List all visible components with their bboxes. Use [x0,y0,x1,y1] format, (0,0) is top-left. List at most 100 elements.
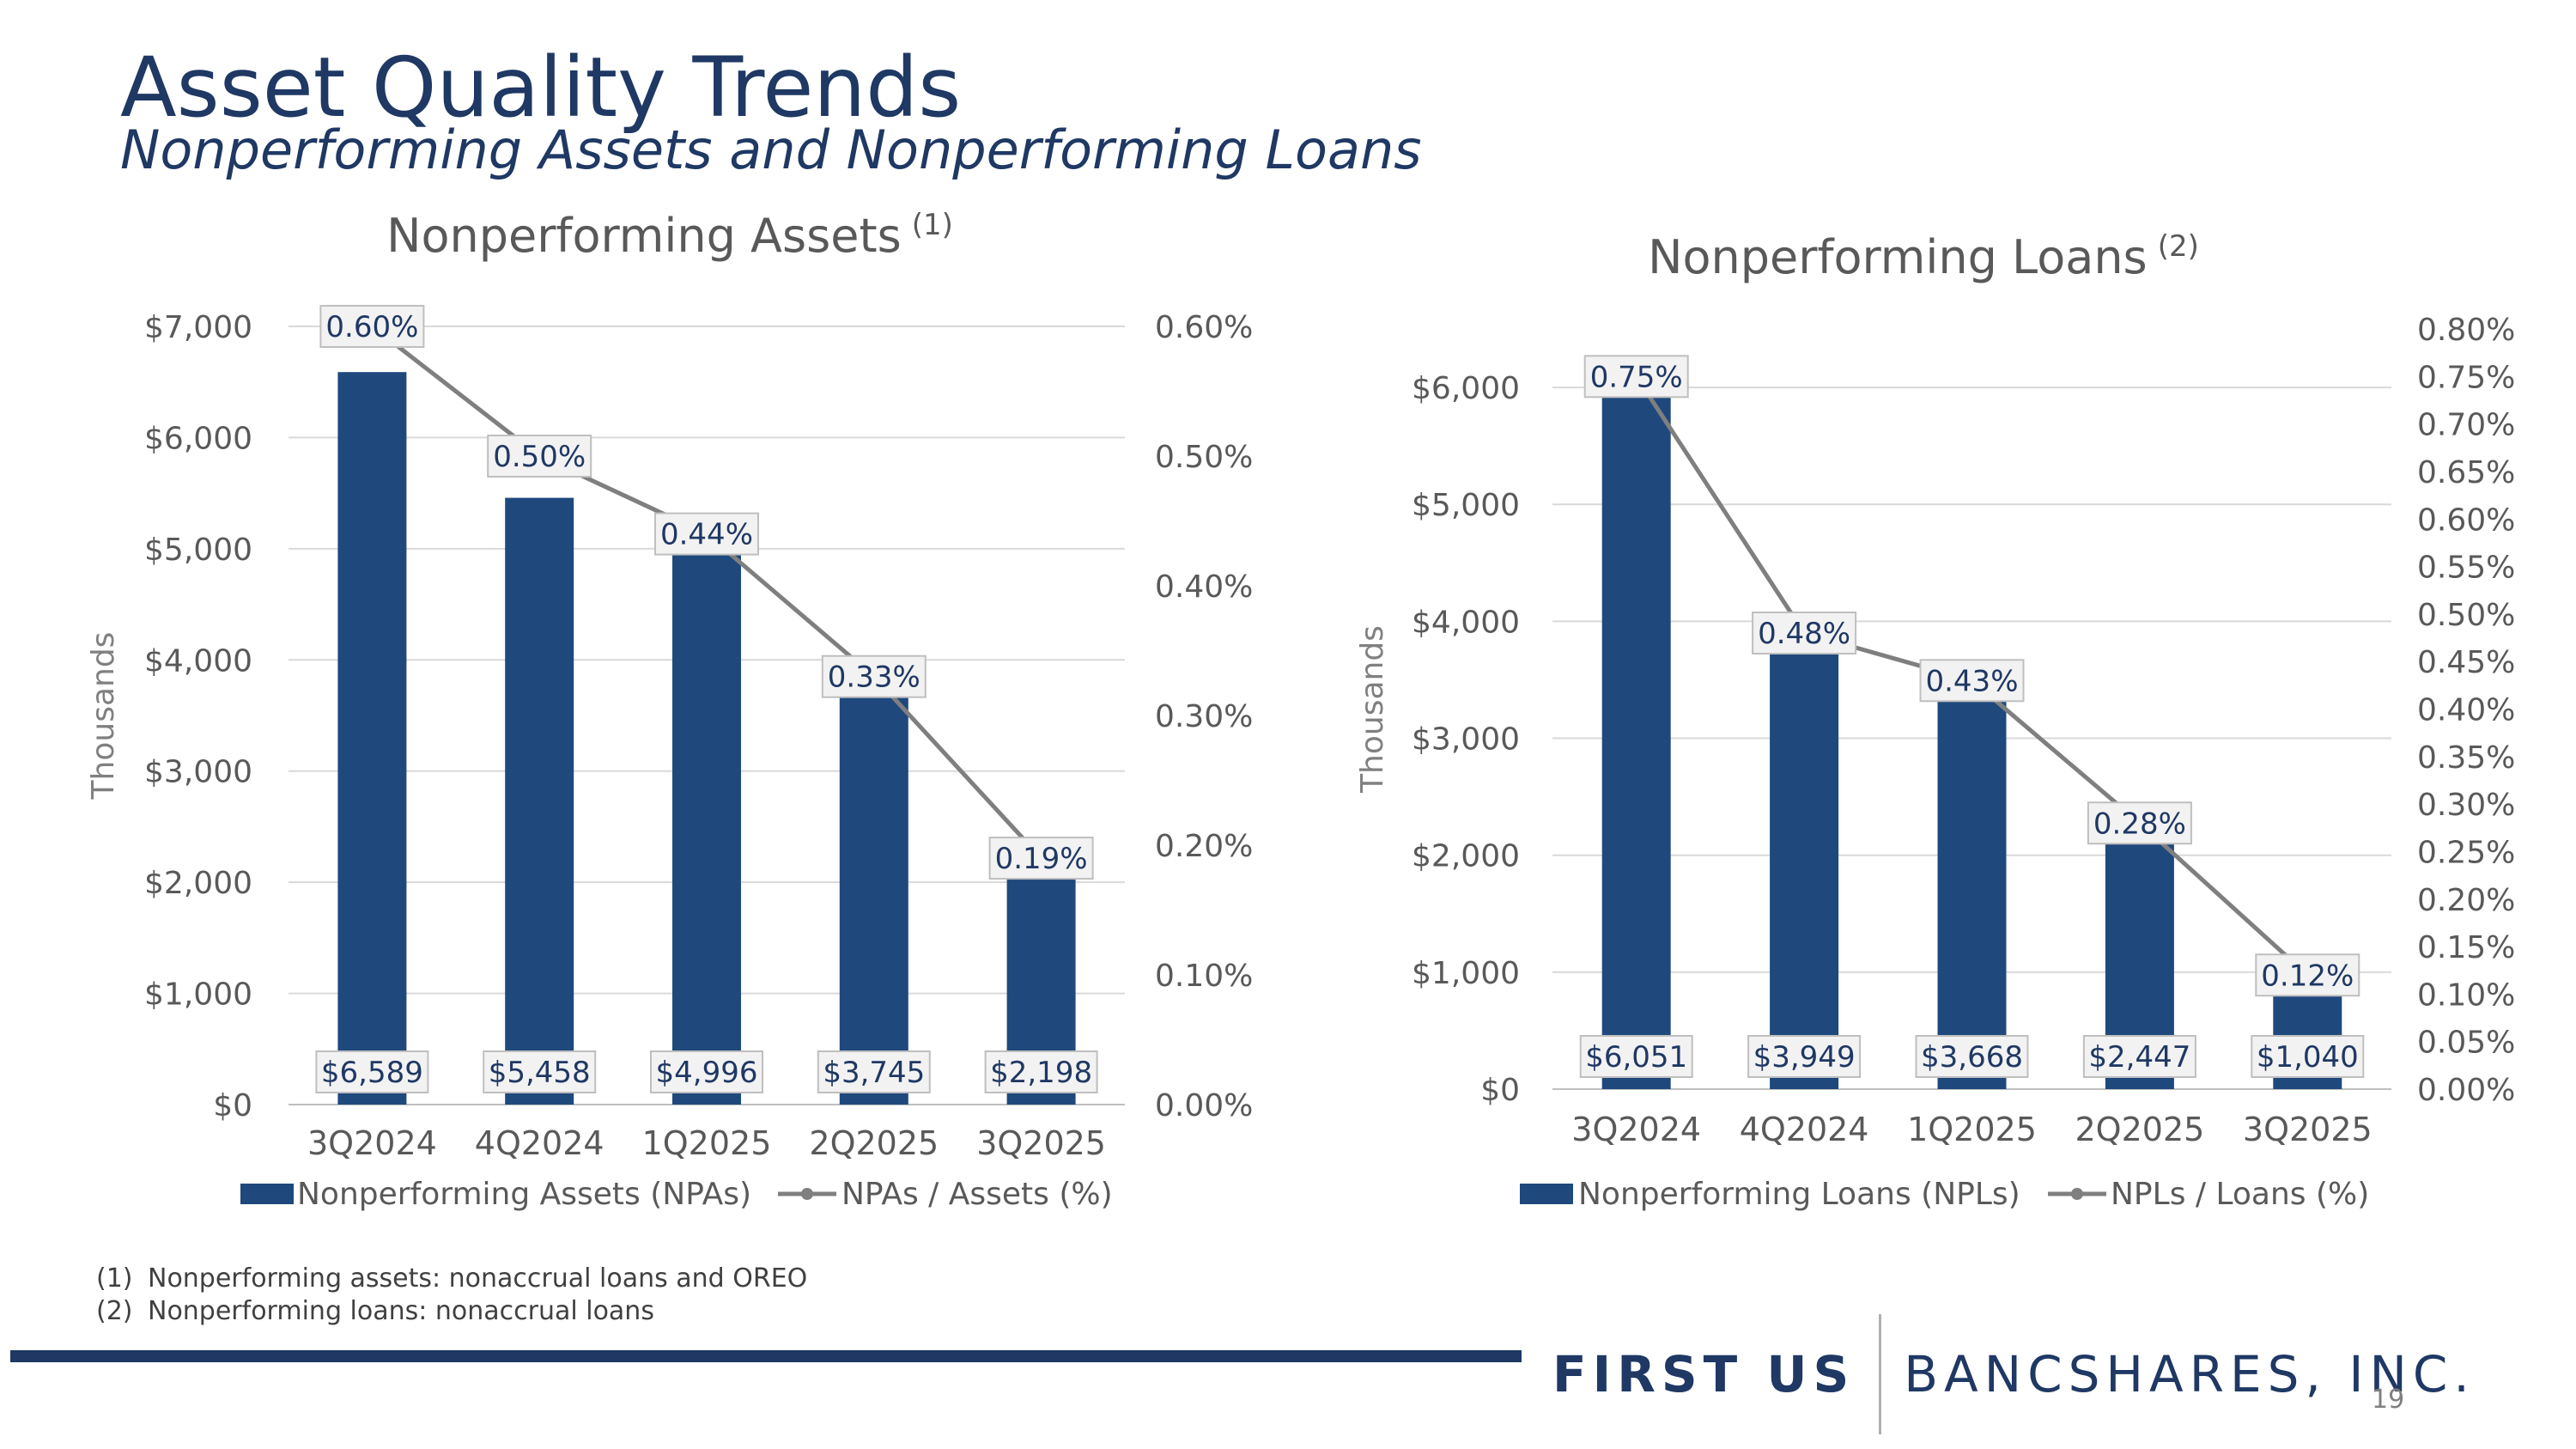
npa-ratio-value-label-box [319,305,425,348]
npl-y2-tick-label: 0.60% [2417,502,2515,538]
npl-y2-tick-label: 0.30% [2417,788,2515,823]
npa-y2-tick-label: 0.10% [1155,959,1253,994]
npl-y-tick-label: $4,000 [1412,605,1520,640]
npa-y-tick-label: $5,000 [144,533,252,568]
npa-ratio-value-label-box [654,512,759,556]
npa-ratio-value-label-box [988,837,1094,880]
npl-bar-value-label-box [2251,1035,2365,1078]
footnotes: (1) Nonperforming assets: nonaccrual loan… [96,1263,807,1328]
npa-bar-value-label-box [650,1050,763,1093]
npa-ratio-value-label: 0.19% [995,842,1088,876]
footnote-2-text: Nonperforming loans: nonaccrual loans [148,1296,654,1326]
npa-bar [337,372,407,1105]
footnote-1-text: Nonperforming assets: nonaccrual loans a… [148,1263,808,1294]
npl-bar-value-label-box [2082,1035,2196,1078]
npl-category-label: 3Q2024 [1571,1111,1701,1148]
npl-ratio-value-label: 0.75% [1590,360,1683,394]
npl-bar-value-label: $3,668 [1921,1040,2023,1075]
npa-y2-tick-label: 0.40% [1155,569,1253,605]
npa-ratio-value-label: 0.44% [660,518,753,552]
npl-category-label: 1Q2025 [1907,1111,2037,1148]
npa-bar-value-label-box [984,1050,1098,1093]
npa-category-label: 4Q2024 [475,1124,605,1162]
footer-rule [10,1350,1522,1362]
npl-chart-title: Nonperforming Loans (2) [1648,229,2199,284]
npa-category-label: 3Q2025 [976,1124,1106,1162]
slide-title: Asset Quality Trends [120,40,962,136]
npl-y2-tick-label: 0.45% [2417,645,2515,680]
logo-divider [1879,1314,1882,1434]
npl-y-axis-label: Thousands [1355,625,1390,794]
npa-bar-value-label: $2,198 [990,1056,1092,1090]
npl-y2-tick-label: 0.25% [2417,835,2515,870]
npl-bar [1937,660,2007,1089]
npa-chart-title-superscript: (1) [912,208,953,242]
npl-y-tick-label: $2,000 [1412,839,1520,874]
npa-bar-value-label: $4,996 [656,1056,758,1090]
npl-ratio-value-label-box [1752,612,1857,654]
footnote-1: (1) Nonperforming assets: nonaccrual loan… [96,1263,807,1295]
npl-bar-value-label: $3,949 [1753,1040,1856,1075]
npa-y-tick-label: $1,000 [144,977,252,1013]
page-number: 19 [2372,1385,2405,1415]
npl-y2-tick-label: 0.80% [2417,313,2515,348]
npa-y2-tick-label: 0.60% [1155,310,1253,345]
company-logo: FIRST US BANCSHARES, INC. [1552,1314,2476,1434]
npl-y2-tick-label: 0.20% [2417,883,2515,918]
npl-y-tick-label: $1,000 [1412,956,1520,991]
npl-ratio-value-label: 0.28% [2093,807,2186,841]
npl-y-tick-label: $0 [1480,1073,1520,1108]
npa-y-tick-label: $7,000 [144,310,252,345]
npa-bar [839,688,908,1105]
npa-category-label: 2Q2025 [809,1124,939,1162]
npl-ratio-value-label: 0.48% [1758,617,1850,651]
footnote-2: (2) Nonperforming loans: nonaccrual loans [96,1295,807,1328]
npa-y-tick-label: $6,000 [144,421,252,456]
npl-ratio-value-label-box [2087,801,2192,845]
npl-y-tick-label: $3,000 [1412,722,1520,758]
npa-y2-tick-label: 0.20% [1155,829,1253,864]
npa-bar-value-label-box [483,1050,597,1093]
npl-y2-tick-label: 0.00% [2417,1073,2515,1108]
npl-bar-value-label: $6,051 [1585,1040,1687,1075]
npl-ratio-value-label: 0.12% [2261,959,2354,993]
npa-ratio-value-label-box [487,435,592,478]
npa-bar-value-label: $5,458 [489,1056,591,1090]
npa-bar-value-label-box [817,1050,931,1093]
npl-bar-value-label-box [1747,1035,1862,1078]
npa-legend-bar-label: Nonperforming Assets (NPAs) [297,1177,751,1212]
npl-y2-tick-label: 0.50% [2417,598,2515,633]
npl-ratio-value-label-box [1919,659,2025,703]
npl-category-label: 3Q2025 [2243,1111,2372,1148]
npl-ratio-value-label-box [2255,953,2360,997]
npl-bar-value-label-box [1579,1035,1693,1078]
footnote-2-number: (2) [96,1296,133,1326]
npl-bar-value-label-box [1915,1035,2029,1078]
npl-bar-value-label: $1,040 [2257,1040,2359,1075]
npa-bar-value-label: $3,745 [823,1056,925,1090]
npa-y-axis-label: Thousands [86,632,121,801]
npa-ratio-value-label: 0.50% [493,440,586,474]
npl-y2-tick-label: 0.65% [2417,455,2515,490]
npl-y-tick-label: $6,000 [1412,371,1520,406]
npl-legend-line-label: NPLs / Loans (%) [2111,1177,2369,1212]
npa-bar-value-label: $6,589 [321,1056,423,1090]
npa-chart-title: Nonperforming Assets (1) [386,208,953,263]
npa-legend-bar-swatch [240,1184,294,1204]
npa-y2-tick-label: 0.00% [1155,1088,1253,1123]
npa-bar [672,549,741,1105]
npl-y2-tick-label: 0.10% [2417,977,2515,1013]
npl-y2-tick-label: 0.70% [2417,408,2515,443]
npa-y-tick-label: $2,000 [144,866,252,901]
npl-chart-title-superscript: (2) [2158,229,2199,264]
npa-category-label: 3Q2024 [307,1124,437,1162]
npa-bar [505,497,574,1105]
npa-ratio-value-label: 0.60% [325,310,418,344]
logo-bancshares: BANCSHARES, INC. [1904,1345,2476,1403]
npa-y-tick-label: $4,000 [144,643,252,679]
npl-y-tick-label: $5,000 [1412,488,1520,523]
npl-bar [1770,627,1839,1089]
npl-y2-tick-label: 0.75% [2417,360,2515,395]
